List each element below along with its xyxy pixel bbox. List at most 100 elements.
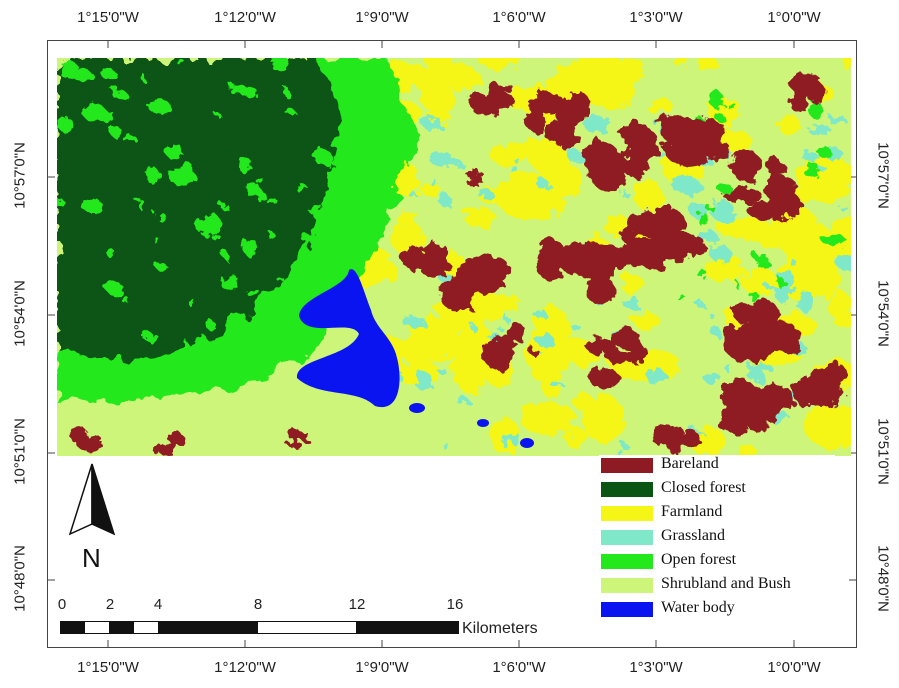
open-forest-speck [137, 199, 146, 210]
grassland-patch [406, 190, 416, 195]
bareland-patch [621, 226, 641, 245]
bareland-patch [767, 191, 802, 218]
open-forest-speck [804, 162, 821, 179]
bareland-patches [69, 72, 847, 456]
grassland-patch [572, 325, 582, 332]
bareland-patch [605, 342, 620, 364]
farmland-patch [529, 141, 569, 174]
grassland-patch [684, 179, 703, 198]
open-forest-speck [295, 295, 301, 305]
water-body-small [477, 419, 489, 427]
open-forest-speck [256, 178, 266, 185]
farmland-patch [489, 143, 530, 166]
grassland-patch [421, 119, 432, 128]
open-forest-speck [253, 183, 261, 195]
open-forest-speck [246, 288, 261, 298]
water-body-small [520, 438, 534, 448]
grassland-patch [512, 156, 519, 163]
grassland-patch [800, 292, 815, 307]
bareland-patch [654, 240, 693, 261]
top-tick-label: 1°0'0"W [767, 9, 821, 26]
farmland-patch [842, 58, 851, 72]
open-forest-speck [717, 181, 731, 194]
bareland-patch [565, 92, 592, 122]
farmland-patch [425, 316, 462, 337]
open-forest-speck [177, 58, 185, 66]
bareland-patch [497, 84, 515, 92]
open-forest-speck [220, 273, 239, 292]
legend-swatch [601, 602, 653, 617]
open-forest-speck [223, 252, 231, 260]
farmland-patch [418, 79, 455, 112]
open-forest-speck [169, 168, 196, 187]
left-tick-label: 10°57'0"N [11, 142, 29, 209]
grassland-patch [703, 374, 723, 384]
closed-forest-area [57, 58, 342, 358]
grassland-patch [836, 252, 851, 272]
grassland-patch [429, 179, 437, 186]
open-forest-speck [313, 149, 332, 165]
top-tick-label: 1°15'0"W [77, 9, 139, 26]
bottom-tick-label: 1°0'0"W [767, 659, 821, 676]
grassland-patch [619, 191, 630, 196]
bareland-patch [789, 89, 806, 112]
bareland-patch [749, 417, 768, 435]
bareland-patch [703, 142, 733, 160]
top-tick-label: 1°6'0"W [492, 9, 546, 26]
bareland-patch [790, 74, 820, 95]
farmland-patch [464, 209, 498, 227]
open-forest-speck [110, 126, 122, 138]
scale-number: 2 [105, 596, 115, 613]
farmland-patch [519, 402, 577, 435]
grassland-patch [646, 368, 667, 386]
open-forest-speck [106, 247, 114, 258]
north-arrow-icon [68, 463, 116, 536]
bareland-patch [681, 117, 703, 131]
bareland-patch [500, 100, 511, 109]
grassland-patch [511, 167, 519, 175]
open-forest-speck [148, 98, 170, 114]
open-forest-speck [106, 281, 123, 295]
farmland-patch [645, 98, 673, 113]
grassland-patch [402, 315, 426, 329]
bareland-patch [585, 336, 614, 355]
legend-swatch [601, 482, 653, 497]
bareland-patch [746, 382, 794, 415]
bottom-tick-label: 1°3'0"W [629, 659, 683, 676]
grassland-patch [536, 333, 554, 348]
grassland-patch [670, 171, 686, 192]
scale-number: 16 [446, 596, 464, 613]
open-forest-speck [199, 229, 208, 235]
right-tick-label: 10°51'0"N [874, 418, 892, 485]
legend-label: Grassland [661, 527, 725, 544]
farmland-patch [578, 58, 625, 88]
legend-label: Shrubland and Bush [661, 575, 791, 592]
grassland-patch [790, 259, 797, 268]
farmland-patch [531, 362, 562, 383]
open-forest-speck [818, 147, 832, 159]
open-forest-speck [709, 90, 724, 108]
open-forest-speck [266, 196, 277, 205]
open-forest-speck [183, 163, 194, 172]
right-tick-label: 10°48'0"N [874, 545, 892, 612]
grassland-patch [615, 448, 622, 456]
land-cover-raster [57, 58, 851, 456]
bareland-patch [589, 370, 604, 387]
grassland-patch [502, 314, 509, 322]
bareland-patch [630, 128, 660, 160]
bareland-patch [292, 441, 302, 449]
left-tick-label: 10°51'0"N [11, 418, 29, 485]
scale-number: 8 [253, 596, 263, 613]
farmland-patch [621, 272, 643, 295]
open-forest-speck [139, 74, 147, 81]
open-forest-speck [141, 333, 159, 340]
bareland-patch [524, 107, 545, 132]
bareland-patch [641, 254, 668, 270]
scale-bar-graphic [60, 621, 459, 634]
open-forest-speck [229, 85, 257, 96]
open-forest-speck [748, 291, 759, 301]
top-tick-label: 1°12'0"W [214, 9, 276, 26]
bareland-patch [609, 328, 641, 349]
open-forest-speck [727, 104, 739, 111]
scale-number: 4 [153, 596, 163, 613]
